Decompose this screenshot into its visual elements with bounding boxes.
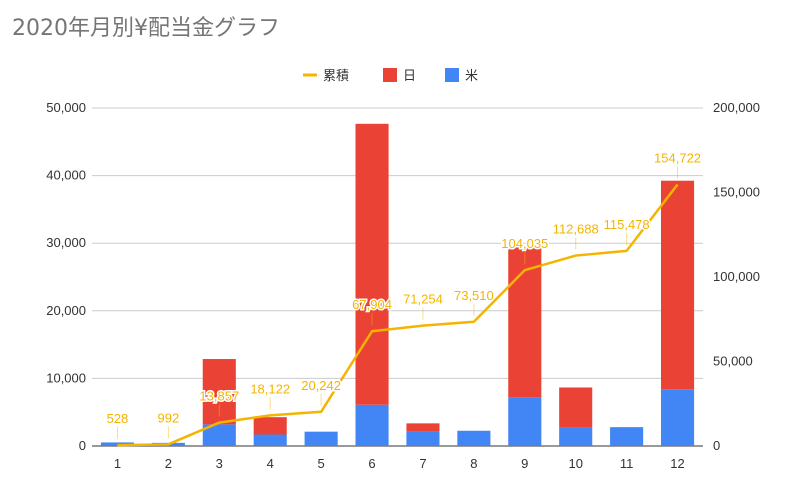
chart-title: 2020年月別¥配当金グラフ	[12, 16, 280, 41]
bar-jp	[660, 180, 695, 390]
data-label: 528	[107, 411, 129, 426]
legend-label: 米	[465, 69, 478, 84]
bar-us	[508, 397, 542, 446]
data-label: 18,122	[250, 381, 290, 396]
y-right-tick-label: 50,000	[713, 354, 753, 369]
y-right-tick-label: 150,000	[713, 185, 760, 200]
y-left-tick-label: 0	[79, 438, 86, 453]
data-label: 73,510	[454, 288, 494, 303]
x-tick-label: 11	[620, 456, 634, 471]
bar-us	[253, 434, 287, 446]
y-right-tick-label: 100,000	[713, 269, 760, 284]
x-tick-label: 10	[568, 456, 582, 471]
legend-label: 日	[403, 69, 416, 84]
x-tick-label: 7	[419, 456, 426, 471]
y-right-tick-label: 200,000	[713, 100, 760, 115]
data-label: 112,688	[553, 222, 599, 237]
y-left-tick-label: 20,000	[46, 303, 86, 318]
data-label: 71,254	[403, 292, 443, 307]
bar-jp	[202, 359, 236, 425]
data-label: 104,035	[501, 236, 548, 251]
x-tick-label: 9	[521, 456, 528, 471]
bar-jp	[406, 423, 440, 432]
y-left-tick-label: 30,000	[46, 235, 86, 250]
x-tick-label: 1	[114, 456, 121, 471]
bar-jp	[559, 387, 593, 428]
bar-us	[660, 389, 695, 446]
y-left-tick-label: 10,000	[46, 370, 86, 385]
bar-jp	[355, 123, 389, 405]
data-label: 115,478	[604, 217, 650, 232]
legend-swatch	[383, 68, 397, 82]
legend-swatch	[445, 68, 459, 82]
bar-us	[610, 427, 644, 446]
x-tick-label: 3	[216, 456, 223, 471]
x-tick-label: 6	[368, 456, 375, 471]
y-left-tick-label: 50,000	[46, 100, 86, 115]
data-label: 67,904	[352, 297, 392, 312]
legend-label: 累積	[323, 69, 349, 84]
data-label: 992	[158, 410, 180, 425]
bar-us	[304, 431, 338, 446]
bar-us	[202, 424, 236, 446]
x-tick-label: 12	[670, 456, 684, 471]
cumulative-line	[117, 183, 679, 447]
data-label: 154,722	[654, 151, 701, 166]
x-tick-label: 4	[267, 456, 274, 471]
y-right-tick-label: 0	[713, 438, 720, 453]
x-tick-label: 2	[165, 456, 172, 471]
data-label: 13,857	[199, 389, 239, 404]
bar-us	[559, 427, 593, 446]
data-label: 20,242	[301, 378, 341, 393]
bar-us	[457, 430, 491, 446]
bar-us	[406, 431, 440, 446]
y-left-tick-label: 40,000	[46, 168, 86, 183]
x-tick-label: 5	[318, 456, 325, 471]
bar-jp	[253, 417, 287, 435]
x-tick-label: 8	[470, 456, 477, 471]
bar-us	[355, 404, 389, 446]
